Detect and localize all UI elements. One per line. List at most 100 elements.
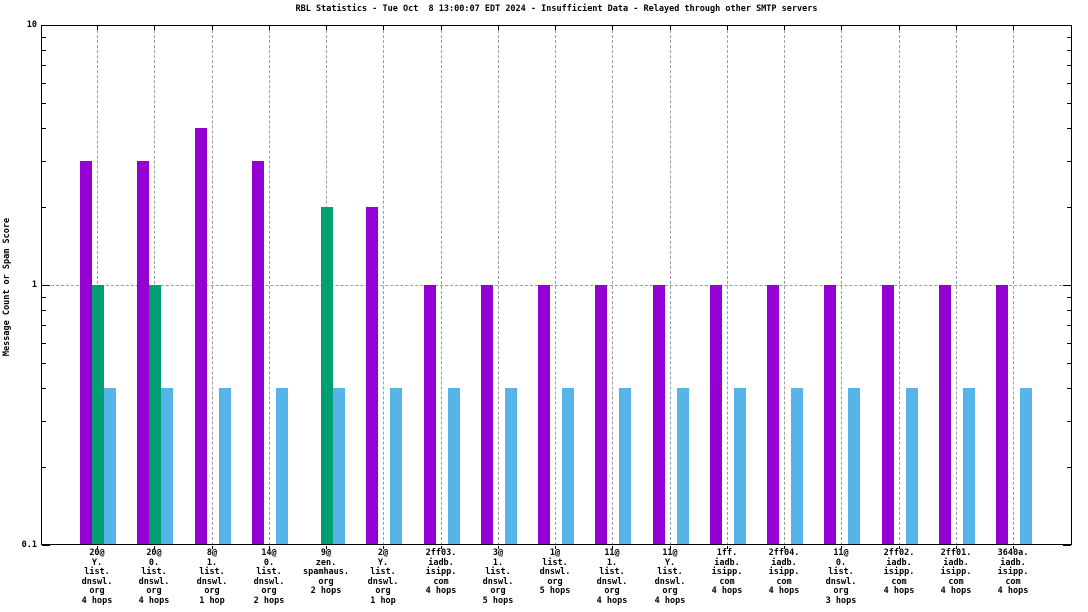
x-tick-bottom-5 — [383, 546, 384, 549]
x-tick-bottom-15 — [956, 546, 957, 549]
x-tick-top-12 — [784, 26, 785, 30]
y-tick-0.5 — [1067, 363, 1071, 364]
y-tick-5 — [1067, 103, 1071, 104]
x-tick-bottom-2 — [212, 546, 213, 549]
y-tick-7 — [42, 65, 46, 66]
y-tick-3 — [42, 161, 46, 162]
bar-not-spam-10 — [653, 285, 665, 545]
x-tick-top-16 — [1013, 26, 1014, 30]
x-tick-bottom-7 — [498, 546, 499, 549]
x-tick-top-8 — [555, 26, 556, 30]
bar-score-0-1--7 — [505, 388, 517, 545]
x-tick-bottom-6 — [441, 546, 442, 549]
y-tick-0.1 — [1063, 545, 1071, 546]
bar-score-0-1--4 — [333, 388, 345, 545]
x-tick-top-9 — [612, 26, 613, 30]
x-tick-bottom-1 — [154, 546, 155, 549]
y-tick-0.8 — [42, 310, 46, 311]
x-tick-bottom-9 — [612, 546, 613, 549]
x-tick-top-13 — [841, 26, 842, 30]
x-tick-top-6 — [441, 26, 442, 30]
y-tick-0.4 — [1067, 388, 1071, 389]
x-tick-label: 3@ 1. list. dnswl. org 5 hops — [482, 548, 514, 606]
gridline-y-1 — [41, 285, 1072, 286]
x-tick-top-4 — [326, 26, 327, 30]
bar-score-0-1--1 — [161, 388, 173, 545]
x-tick-label: 1ff. iadb. isipp. com 4 hops — [711, 548, 743, 597]
x-tick-top-0 — [97, 26, 98, 30]
x-tick-bottom-3 — [269, 546, 270, 549]
y-tick-6 — [1067, 83, 1071, 84]
x-tick-bottom-10 — [670, 546, 671, 549]
y-tick-0.6 — [1067, 343, 1071, 344]
y-tick-6 — [42, 83, 46, 84]
bar-score-0-1--5 — [390, 388, 402, 545]
y-tick-4 — [42, 128, 46, 129]
y-tick-0.7 — [1067, 325, 1071, 326]
bar-not-spam-12 — [767, 285, 779, 545]
y-tick-7 — [1067, 65, 1071, 66]
x-tick-label: 2@ Y. list. dnswl. org 1 hop — [367, 548, 399, 606]
y-tick-5 — [42, 103, 46, 104]
bar-score-0-1--3 — [276, 388, 288, 545]
bar-score-0-1--15 — [963, 388, 975, 545]
x-tick-label: 11@ Y. list. dnswl. org 4 hops — [654, 548, 686, 606]
bar-score-0-1--13 — [848, 388, 860, 545]
bar-not-spam-6 — [424, 285, 436, 545]
x-tick-top-15 — [956, 26, 957, 30]
x-tick-label: 20@ Y. list. dnswl. org 4 hops — [81, 548, 113, 606]
y-tick-0.2 — [42, 467, 46, 468]
x-tick-bottom-8 — [555, 546, 556, 549]
y-tick-3 — [1067, 161, 1071, 162]
x-tick-label: 20@ 0. list. dnswl. org 4 hops — [138, 548, 170, 606]
y-tick-10 — [42, 25, 50, 26]
x-tick-top-14 — [899, 26, 900, 30]
y-tick-9 — [1067, 37, 1071, 38]
x-tick-label: 8@ 1. list. dnswl. org 1 hop — [196, 548, 228, 606]
y-tick-9 — [42, 37, 46, 38]
bar-score-0-1--9 — [619, 388, 631, 545]
x-tick-bottom-0 — [97, 546, 98, 549]
y-tick-0.3 — [1067, 421, 1071, 422]
x-tick-label: 2ff03. iadb. isipp. com 4 hops — [425, 548, 457, 597]
x-tick-bottom-11 — [727, 546, 728, 549]
bar-score-0-1--0 — [104, 388, 116, 545]
x-tick-bottom-14 — [899, 546, 900, 549]
x-tick-bottom-16 — [1013, 546, 1014, 549]
y-tick-0.9 — [42, 297, 46, 298]
bar-not-spam-1 — [137, 161, 149, 545]
x-tick-top-5 — [383, 26, 384, 30]
bar-not-spam-8 — [538, 285, 550, 545]
x-tick-top-11 — [727, 26, 728, 30]
bar-not-spam-13 — [824, 285, 836, 545]
x-tick-label: 9@ zen. spamhaus. org 2 hops — [302, 548, 350, 597]
x-tick-bottom-12 — [784, 546, 785, 549]
bar-spam-1 — [149, 285, 161, 545]
bar-not-spam-3 — [252, 161, 264, 545]
x-tick-top-7 — [498, 26, 499, 30]
x-tick-top-10 — [670, 26, 671, 30]
bar-score-0-1--2 — [219, 388, 231, 545]
bar-score-0-1--8 — [562, 388, 574, 545]
y-tick-0.6 — [42, 343, 46, 344]
y-tick-0.3 — [42, 421, 46, 422]
y-tick-0.1 — [42, 545, 50, 546]
x-tick-bottom-13 — [841, 546, 842, 549]
bar-score-0-1--16 — [1020, 388, 1032, 545]
y-tick-0.5 — [42, 363, 46, 364]
x-tick-top-1 — [154, 26, 155, 30]
x-tick-label: 2ff04. iadb. isipp. com 4 hops — [768, 548, 800, 597]
bar-not-spam-16 — [996, 285, 1008, 545]
bar-score-0-1--14 — [906, 388, 918, 545]
bar-not-spam-0 — [80, 161, 92, 545]
x-tick-bottom-4 — [326, 546, 327, 549]
bar-not-spam-11 — [710, 285, 722, 545]
x-tick-label: 11@ 1. list. dnswl. org 4 hops — [596, 548, 628, 606]
x-tick-top-3 — [269, 26, 270, 30]
y-tick-label: 10 — [26, 20, 37, 30]
chart-title: RBL Statistics - Tue Oct 8 13:00:07 EDT … — [295, 4, 818, 14]
bar-not-spam-7 — [481, 285, 493, 545]
bar-not-spam-15 — [939, 285, 951, 545]
x-tick-top-2 — [212, 26, 213, 30]
